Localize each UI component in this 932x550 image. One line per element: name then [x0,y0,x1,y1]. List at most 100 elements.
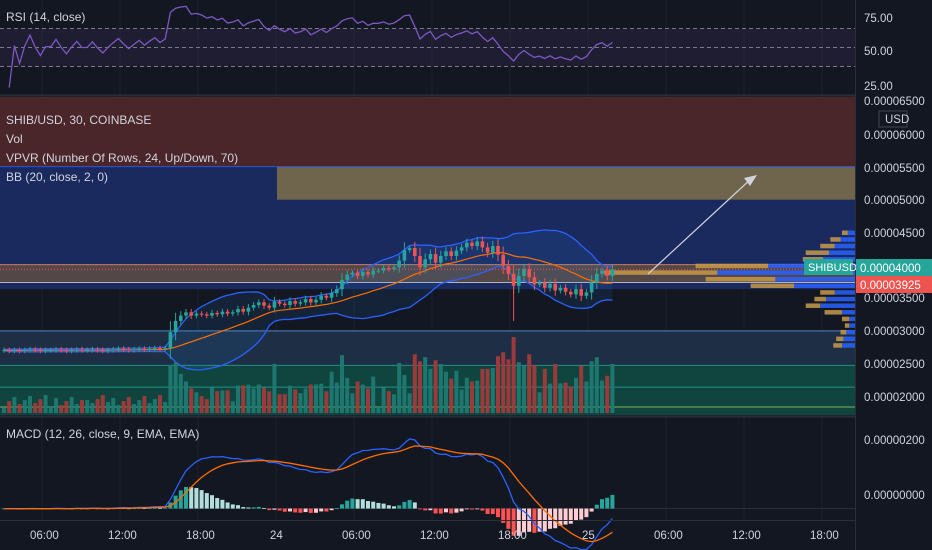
symbol-tag[interactable] [804,259,853,275]
currency-box[interactable] [878,110,908,128]
candle-body[interactable] [439,256,443,263]
candle-body[interactable] [246,307,251,312]
macd-title[interactable]: MACD (12, 26, close, 9, EMA, EMA) [6,427,199,441]
candle-body[interactable] [381,267,386,271]
time-axis[interactable]: 06:00 12:00 18:00 24 06:00 12:00 18:00 2… [30,530,839,542]
symbol-title[interactable]: SHIB/USD, 30, COINBASE [6,113,151,127]
candle-body[interactable] [85,350,89,352]
candle-body[interactable] [210,312,214,316]
candle-body[interactable] [501,254,505,266]
candle-body[interactable] [80,349,84,351]
candle-body[interactable] [267,305,271,308]
candle-body[interactable] [392,267,396,270]
rsi-pane[interactable] [0,5,855,88]
candle-body[interactable] [241,309,245,312]
candle-body[interactable] [2,350,6,352]
candle-body[interactable] [303,299,308,303]
candle-body[interactable] [215,312,219,315]
candle-body[interactable] [116,348,121,350]
candle-body[interactable] [574,289,578,295]
candle-body[interactable] [579,289,583,296]
candle-body[interactable] [511,273,516,286]
candle-body[interactable] [132,349,136,351]
candle-body[interactable] [449,251,453,256]
candle-body[interactable] [137,348,141,350]
candle-body[interactable] [584,292,589,296]
candle-body[interactable] [205,314,209,316]
candle-body[interactable] [485,247,490,253]
candle-body[interactable] [350,272,355,275]
candle-body[interactable] [199,313,204,315]
candle-body[interactable] [12,350,17,352]
candle-body[interactable] [335,289,339,294]
rsi-title[interactable]: RSI (14, close) [6,10,85,24]
candle-body[interactable] [179,315,183,321]
candle-body[interactable] [444,251,448,256]
candle-body[interactable] [517,275,521,286]
candle-body[interactable] [23,350,27,352]
candle-body[interactable] [147,348,152,350]
candle-body[interactable] [433,254,438,263]
candle-body[interactable] [251,305,256,308]
candle-body[interactable] [69,350,74,352]
candle-body[interactable] [610,269,615,276]
candle-body[interactable] [345,274,349,280]
candle-body[interactable] [319,295,323,300]
candle-body[interactable] [522,269,526,276]
candle-body[interactable] [95,349,100,351]
candle-body[interactable] [158,348,162,350]
candle-body[interactable] [397,260,401,268]
candle-body[interactable] [324,295,329,298]
candle-body[interactable] [17,350,22,352]
candle-body[interactable] [33,349,37,351]
candle-body[interactable] [543,282,547,288]
candle-body[interactable] [127,349,131,351]
candle-body[interactable] [59,349,63,351]
candle-body[interactable] [173,320,178,333]
candle-body[interactable] [272,301,277,308]
candle-body[interactable] [470,242,474,247]
candle-body[interactable] [257,302,261,306]
candle-body[interactable] [459,247,464,251]
candle-body[interactable] [527,269,531,278]
candle-body[interactable] [106,350,110,352]
candle-body[interactable] [28,349,32,351]
candle-body[interactable] [38,350,43,352]
candle-body[interactable] [43,350,48,352]
candle-body[interactable] [153,348,157,350]
candle-body[interactable] [600,270,604,274]
candle-body[interactable] [283,303,287,306]
candle-body[interactable] [423,259,427,268]
prev-price-tag[interactable] [856,276,932,293]
candle-body[interactable] [428,254,433,260]
candle-body[interactable] [54,349,58,351]
candle-body[interactable] [314,299,318,303]
candle-body[interactable] [371,270,375,275]
candle-body[interactable] [90,349,95,351]
candle-body[interactable] [121,348,126,350]
candle-body[interactable] [506,265,511,274]
candle-body[interactable] [532,277,537,285]
candle-body[interactable] [225,311,230,314]
candle-body[interactable] [75,349,79,351]
candle-body[interactable] [491,246,495,253]
candle-body[interactable] [111,349,115,351]
candle-body[interactable] [595,273,599,283]
candle-body[interactable] [277,301,282,304]
candle-body[interactable] [49,350,53,352]
candle-body[interactable] [366,271,370,275]
candle-body[interactable] [475,241,479,247]
candle-body[interactable] [537,282,542,285]
candle-body[interactable] [387,267,391,270]
candle-body[interactable] [184,312,188,316]
candle-body[interactable] [563,287,568,292]
candlesticks[interactable] [2,236,615,359]
candle-body[interactable] [329,293,334,298]
candle-body[interactable] [7,350,11,352]
candle-body[interactable] [288,301,292,306]
volume-legend[interactable]: Vol [6,132,23,146]
candle-body[interactable] [168,332,173,349]
candle-body[interactable] [465,242,469,248]
candle-body[interactable] [558,287,563,291]
